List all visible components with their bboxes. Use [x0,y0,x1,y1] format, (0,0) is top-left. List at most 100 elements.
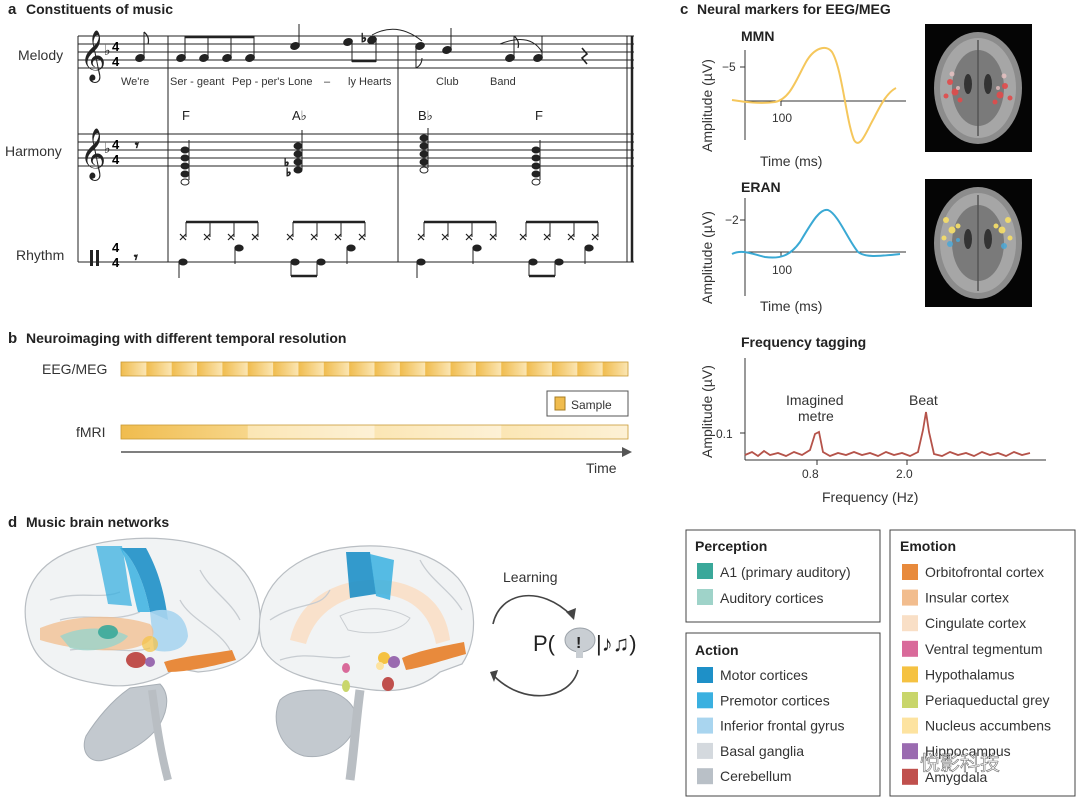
panel-c-title: Neural markers for EEG/MEG [697,1,891,17]
time-signature-bottom: 4 [112,54,120,69]
corpus-callosum [339,608,411,634]
panel-b-letter: b [8,330,17,347]
nucleus-accumbens-region [376,662,384,670]
panel-d-letter: d [8,514,17,531]
brain-scan-eran [925,179,1032,307]
eeg-sample [399,362,426,376]
legend-swatch [697,692,713,709]
legend-item-auditory: Auditory cortices [720,590,823,606]
eeg-sample [475,362,502,376]
harmony-staff [78,133,634,167]
cerebellum-region [275,689,357,758]
brain-scan-mmn [925,24,1032,152]
periaqueductal-grey-region [342,680,350,692]
chord-symbol: F [182,108,190,123]
legend-swatch [697,589,713,605]
nucleus-accumbens-region [142,636,158,652]
eran-waveform [731,208,901,259]
formula-surprise: ! [576,635,581,652]
freq-xtick: 2.0 [896,467,913,481]
panel-b: b Neuroimaging with different temporal r… [8,330,632,476]
eran-ylabel: Amplitude (µV) [699,211,715,304]
motor-cortex-region [346,552,376,598]
cerebellum-region [83,683,168,762]
amygdala-region [126,652,146,668]
frequency-spectrum [744,411,1031,458]
legend-perception: Perception A1 (primary auditory) Auditor… [685,529,881,623]
eran-plot: ERAN −2 100 Time (ms) Amplitude (µV) [699,179,906,314]
time-signature-bottom: 4 [112,152,120,167]
barlines [77,36,634,262]
chord-symbol: F [535,108,543,123]
eran-xlabel: Time (ms) [760,298,822,314]
brainstem [345,689,365,781]
rhythm-notes: 𝄾 [134,220,599,278]
eran-ytick: −2 [725,213,739,227]
cycle-arrow-top [492,594,573,625]
lyrics: We're Ser - geant Pep - per's Lone – ly … [121,76,516,88]
legend-emotion-items: Orbitofrontal cortex Insular cortex Cingul… [902,564,1051,785]
freq-xlabel: Frequency (Hz) [822,489,918,505]
legend-swatch [902,615,918,632]
formula-right: |♪♫) [596,631,637,656]
watermark: 悦影科技 [920,751,1000,775]
eran-xtick: 100 [772,263,792,277]
legend-swatch [697,742,713,759]
melody-staff [78,35,634,69]
legend-swatch [902,666,918,683]
hippocampus-region [388,656,400,668]
legend-swatch [697,717,713,734]
lyric-syllable: Club [436,76,459,88]
freq-ylabel: Amplitude (µV) [699,365,715,458]
eeg-sample [349,362,375,376]
brain-lateral-view [24,537,261,782]
eeg-sample [171,362,198,376]
eeg-sample [222,362,249,376]
lyric-syllable: We're [121,76,149,88]
legend-emotion-title: Emotion [900,538,956,554]
time-axis: Time [121,447,632,476]
mmn-xtick: 100 [772,111,792,125]
cingulate-region [290,579,450,644]
legend-item: Inferior frontal gyrus [720,718,845,734]
legend-swatch [902,768,918,785]
legend-swatch [902,717,918,734]
panel-c-letter: c [680,1,688,18]
fmri-sample [247,425,375,439]
svg-text:♭: ♭ [286,166,291,179]
amygdala-region [382,677,394,691]
arrow-right-icon [622,447,632,457]
time-signature-bottom: 4 [112,255,120,270]
inferior-frontal-gyrus-region [150,609,188,652]
legend-item: Basal ganglia [720,743,804,759]
harmony-notes: 𝄾 ♭ ♭ [135,128,541,186]
legend-item-a1: A1 (primary auditory) [720,564,851,580]
lyric-syllable: Band [490,76,516,88]
eeg-sample [374,362,401,376]
hypothalamus-region [378,652,390,664]
panel-c: c Neural markers for EEG/MEG MMN −5 100 … [680,1,1046,505]
motor-cortex-region [120,548,168,620]
mmn-ytick: −5 [722,60,736,74]
melody-notes: ♭ [135,24,589,69]
eeg-sample [146,362,172,376]
eeg-sample [425,362,451,376]
formula-left: P( [533,631,556,656]
legend-item: Cerebellum [720,768,792,784]
eeg-label: EEG/MEG [42,361,107,377]
mmn-plot: MMN −5 100 Time (ms) Amplitude (µV) [699,28,906,169]
chord-symbol: A♭ [292,108,307,123]
percussion-clef-icon [90,250,99,266]
sample-legend: Sample [546,390,629,417]
flat-icon: ♭ [104,43,111,59]
peak-imagined-metre-label-2: metre [798,408,834,424]
mmn-ylabel: Amplitude (µV) [699,59,715,152]
legend-swatch [697,667,713,683]
legend-swatch [902,640,918,657]
legend-action-title: Action [695,642,739,658]
legend-item: Hippocampus [925,743,1011,759]
fmri-sample [374,425,502,439]
legend-swatch [902,692,918,708]
legend-swatch [697,563,713,579]
